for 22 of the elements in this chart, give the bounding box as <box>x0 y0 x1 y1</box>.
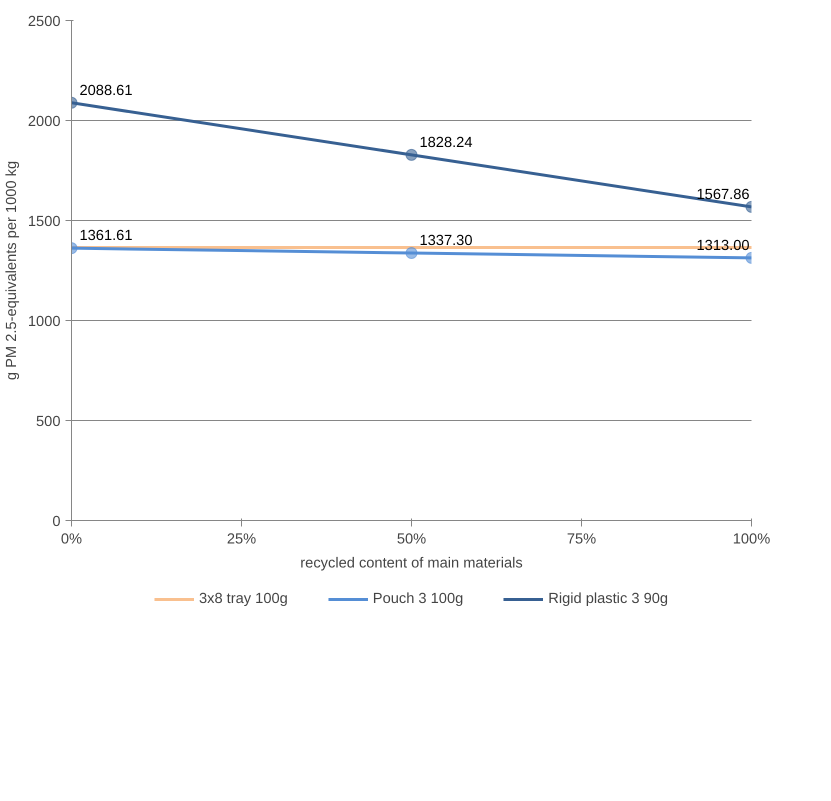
data-label: 2088.61 <box>80 82 132 99</box>
y-tick-label: 2500 <box>28 14 61 30</box>
x-tick-label: 100% <box>732 532 770 548</box>
data-label: 1828.24 <box>420 134 472 151</box>
y-tick-label: 2000 <box>28 114 61 130</box>
x-tick-label: 50% <box>396 532 426 548</box>
x-tick-label: 75% <box>566 532 596 548</box>
x-tick-label: 25% <box>226 532 256 548</box>
data-label: 1567.86 <box>696 186 750 203</box>
y-tick-label: 1000 <box>28 314 61 330</box>
legend-label: Rigid plastic 3 90g <box>548 591 668 607</box>
y-tick-label: 0 <box>52 514 61 530</box>
y-tick-label: 500 <box>36 414 61 430</box>
x-axis-title: recycled content of main materials <box>300 556 523 572</box>
data-label: 1313.00 <box>696 238 750 254</box>
data-label: 1337.30 <box>420 233 472 250</box>
x-tick-label: 0% <box>60 532 82 548</box>
y-axis-title: g PM 2.5-equivalents per 1000 kg <box>4 160 20 380</box>
y-tick-label: 1500 <box>28 214 61 230</box>
legend-label: 3x8 tray 100g <box>198 591 288 607</box>
data-label: 1361.61 <box>80 228 132 244</box>
legend-label: Pouch 3 100g <box>372 591 464 607</box>
